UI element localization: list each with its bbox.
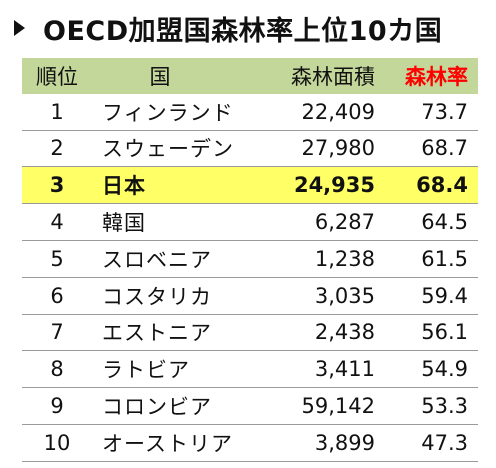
rank-cell: 4: [50, 210, 64, 235]
country-cell: フィンランド: [102, 100, 234, 125]
country-cell: 韓国: [102, 211, 146, 236]
rank-cell: 1: [50, 99, 64, 124]
forest-area-cell: 59,142: [301, 394, 375, 419]
country-cell: コスタリカ: [102, 284, 212, 309]
country-cell: ラトビア: [102, 358, 190, 383]
page-title: OECD加盟国森林率上位10カ国: [8, 6, 488, 50]
header-forest-rate: 森林率: [383, 58, 478, 94]
rank-cell: 7: [50, 320, 64, 345]
table-header-row: 順位 国 森林面積 森林率: [22, 58, 478, 94]
forest-area-cell: 27,980: [301, 136, 375, 161]
table-row: 3 日本 24,935 68.4: [22, 166, 478, 204]
forest-rate-table: 順位 国 森林面積 森林率 1 フィンランド 22,409 73.7 2 スウェーデン 27…: [22, 58, 478, 462]
country-cell: オーストリア: [102, 431, 233, 456]
table-row: 7 エストニア 2,438 56.1: [22, 314, 478, 351]
forest-rate-cell: 61.5: [421, 246, 468, 271]
country-cell: エストニア: [102, 321, 212, 346]
forest-rate-cell: 73.7: [421, 99, 468, 124]
table-row: 5 スロベニア 1,238 61.5: [22, 240, 478, 278]
rank-cell: 9: [50, 394, 64, 419]
header-rank: 順位: [22, 58, 92, 94]
country-cell: 日本: [92, 166, 252, 204]
country-cell: コロンビア: [102, 395, 212, 420]
forest-area-cell: 2,438: [314, 320, 375, 345]
triangle-bullet-icon: [14, 20, 25, 36]
table-row: 4 韓国 6,287 64.5: [22, 204, 478, 241]
header-country: 国: [92, 58, 252, 94]
country-cell: スウェーデン: [102, 137, 234, 162]
forest-rate-cell: 56.1: [421, 320, 468, 345]
forest-rate-cell: 68.4: [383, 166, 478, 204]
table-row: 10 オーストリア 3,899 47.3: [22, 424, 478, 462]
rank-cell: 10: [43, 430, 71, 455]
country-cell: スロベニア: [102, 247, 212, 272]
rank-cell: 5: [50, 246, 64, 271]
rank-cell: 3: [22, 166, 92, 204]
forest-area-cell: 3,035: [314, 283, 375, 308]
forest-rate-cell: 68.7: [421, 136, 468, 161]
table-row: 8 ラトビア 3,411 54.9: [22, 351, 478, 388]
table-row: 1 フィンランド 22,409 73.7: [22, 94, 478, 131]
forest-rate-cell: 59.4: [421, 283, 468, 308]
table-row: 6 コスタリカ 3,035 59.4: [22, 277, 478, 315]
table-row: 9 コロンビア 59,142 53.3: [22, 388, 478, 425]
rank-cell: 8: [50, 357, 64, 382]
header-forest-area: 森林面積: [252, 58, 383, 94]
forest-rate-cell: 64.5: [421, 210, 468, 235]
rank-cell: 6: [50, 283, 64, 308]
forest-area-cell: 1,238: [314, 246, 375, 271]
forest-area-cell: 24,935: [252, 166, 383, 204]
forest-area-cell: 6,287: [314, 210, 375, 235]
rank-cell: 2: [50, 136, 64, 161]
forest-area-cell: 3,899: [314, 430, 375, 455]
forest-rate-cell: 54.9: [421, 357, 468, 382]
table-row: 2 スウェーデン 27,980 68.7: [22, 130, 478, 167]
forest-rate-cell: 47.3: [421, 430, 468, 455]
forest-rate-cell: 53.3: [421, 394, 468, 419]
forest-area-cell: 22,409: [301, 99, 375, 124]
forest-area-cell: 3,411: [314, 357, 375, 382]
title-text: OECD加盟国森林率上位10カ国: [43, 15, 443, 47]
